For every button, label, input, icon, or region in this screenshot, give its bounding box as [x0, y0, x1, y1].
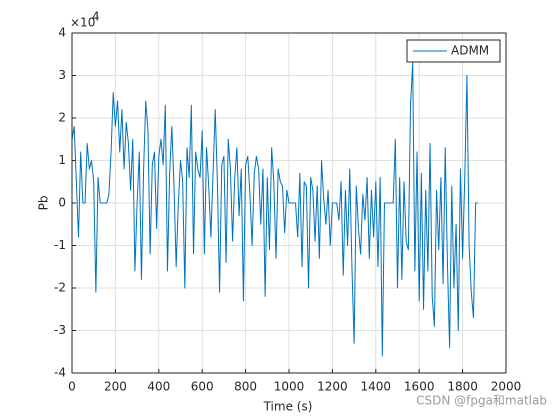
- x-tick-label: 1600: [404, 380, 435, 394]
- x-axis-label: Time (s): [263, 400, 313, 414]
- x-tick-label: 0: [68, 380, 76, 394]
- y-tick-label: -4: [54, 366, 66, 380]
- y-tick-label: 2: [58, 111, 66, 125]
- y-tick-label: -2: [54, 281, 66, 295]
- y-tick-label: -3: [54, 323, 66, 337]
- y-tick-label: 0: [58, 196, 66, 210]
- legend-box: [406, 39, 501, 63]
- y-multiplier: ×10: [70, 16, 95, 30]
- x-tick-label: 200: [104, 380, 127, 394]
- x-tick-label: 1200: [317, 380, 348, 394]
- axes-box: [71, 32, 507, 374]
- x-tick-label: 400: [147, 380, 170, 394]
- x-tick-label: 600: [191, 380, 214, 394]
- watermark: CSDN @fpga和matlab: [416, 394, 547, 408]
- y-tick-label: 1: [58, 153, 66, 167]
- y-tick-label: -1: [54, 238, 66, 252]
- legend-label: ADMM: [451, 44, 489, 58]
- x-tick-label: 1000: [274, 380, 305, 394]
- x-tick-label: 800: [234, 380, 257, 394]
- x-tick-label: 1800: [447, 380, 478, 394]
- data-line: [71, 62, 478, 357]
- y-tick-label: 3: [58, 68, 66, 82]
- x-tick-label: 1400: [361, 380, 392, 394]
- y-axis-label: Pb: [37, 196, 51, 211]
- y-multiplier-exponent: 4: [92, 10, 100, 24]
- x-tick-label: 2000: [491, 380, 522, 394]
- y-tick-label: 4: [58, 26, 66, 40]
